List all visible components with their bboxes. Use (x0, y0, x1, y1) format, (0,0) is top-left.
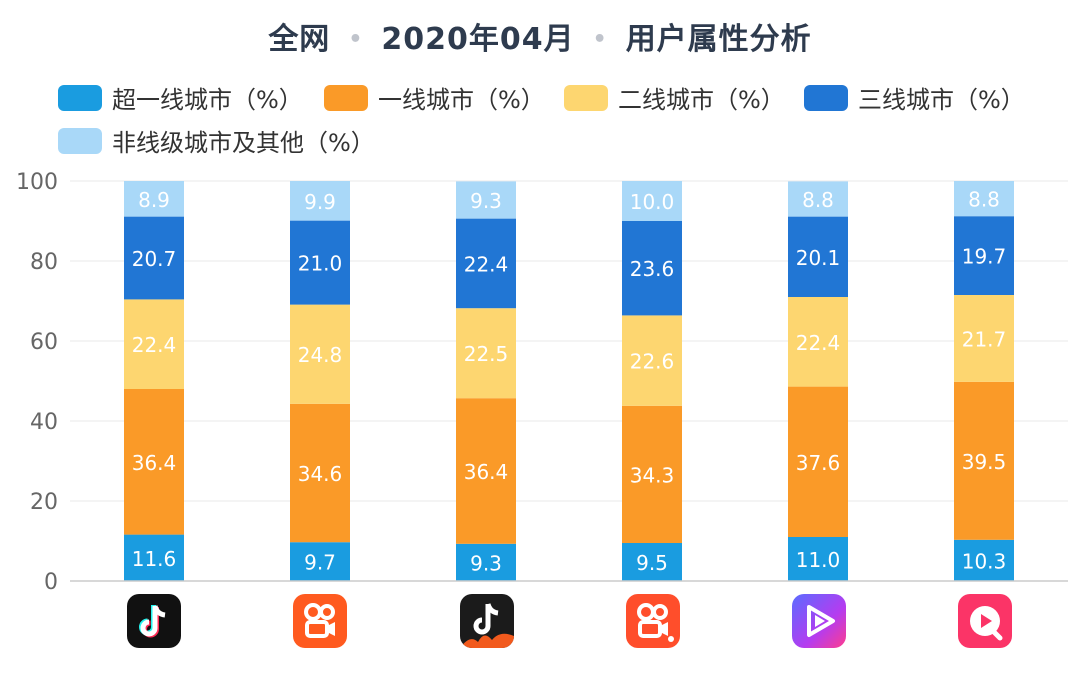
legend-label: 超一线城市（%） (112, 86, 303, 114)
data-label: 8.8 (968, 188, 1000, 212)
data-label: 39.5 (962, 450, 1007, 474)
legend-item-tier-1[interactable]: 一线城市（%） (324, 80, 545, 115)
legend-label: 一线城市（%） (378, 86, 545, 114)
bar-segment-series-tier-2 (456, 308, 516, 399)
y-axis-ticks: 0 20 40 60 80 100 (16, 170, 58, 595)
data-label: 10.0 (630, 190, 675, 214)
legend-item-tier-2[interactable]: 二线城市（%） (564, 80, 785, 115)
data-label: 8.8 (802, 188, 834, 212)
bar-segment-series-tier-2 (124, 299, 184, 389)
legend-item-tier-3[interactable]: 三线城市（%） (804, 80, 1025, 115)
data-label: 24.8 (298, 343, 343, 367)
kuaishou-jisu-icon (626, 594, 680, 648)
data-label: 9.7 (304, 551, 336, 575)
bar-segment-series-tier-1 (290, 403, 350, 543)
bar-segment-series-tier-2 (788, 297, 848, 387)
bar-segment-series-tier-1 (954, 381, 1014, 540)
data-label: 37.6 (796, 451, 841, 475)
data-label: 8.9 (138, 188, 170, 212)
legend-swatch (804, 84, 848, 111)
douyin-icon (127, 594, 181, 648)
data-label: 22.6 (630, 350, 675, 374)
bar-segment-series-other-tier (456, 181, 516, 219)
bar-segment-series-tier-3 (456, 218, 516, 309)
data-label: 11.6 (132, 547, 177, 571)
data-label: 22.4 (132, 333, 177, 357)
bar-segment-series-other-tier (622, 181, 682, 221)
bar-segment-series-tier-1 (788, 386, 848, 537)
legend-label: 三线城市（%） (858, 86, 1025, 114)
data-label: 36.4 (132, 451, 177, 475)
data-label: 9.3 (470, 189, 502, 213)
y-tick-label: 80 (30, 250, 58, 275)
y-tick-label: 100 (16, 170, 58, 195)
bar-segment-series-tier-3 (622, 221, 682, 316)
bar-segment-series-tier-3 (954, 216, 1014, 295)
data-label: 34.3 (630, 463, 675, 487)
data-label: 20.7 (132, 247, 177, 271)
bar-segment-series-tier-3 (124, 216, 184, 300)
legend-item-other-tier[interactable]: 非线级城市及其他（%） (58, 123, 375, 158)
y-tick-label: 20 (30, 490, 58, 515)
bar-segment-series-other-tier (788, 181, 848, 217)
legend-swatch (564, 84, 608, 111)
y-tick-label: 0 (44, 570, 58, 595)
video-app-icon (792, 594, 846, 648)
bar-segment-series-super-tier (124, 534, 184, 581)
video-app-red-icon (958, 594, 1012, 648)
y-tick-label: 40 (30, 410, 58, 435)
legend-item-super-tier[interactable]: 超一线城市（%） (58, 80, 303, 115)
data-labels: 11.6 36.4 22.4 20.7 8.9 9.7 34.6 24.8 21.0 9.9 9.3… (132, 188, 1007, 576)
title-part-2: 2020年04月 (381, 22, 575, 57)
bar-segment-series-other-tier (124, 181, 184, 217)
legend-label: 二线城市（%） (618, 86, 785, 114)
bar-segment-series-tier-3 (290, 220, 350, 305)
title-separator: • (592, 27, 608, 52)
bars (124, 181, 1014, 581)
data-label: 23.6 (630, 257, 675, 281)
bar-segment-series-super-tier (290, 542, 350, 581)
legend-swatch (324, 84, 368, 111)
data-label: 9.5 (636, 551, 668, 575)
data-label: 21.7 (962, 327, 1007, 351)
bar-segment-series-tier-2 (622, 315, 682, 406)
bar-segment-series-super-tier (954, 539, 1014, 581)
title-separator: • (348, 27, 364, 52)
bar-segment-series-tier-2 (290, 304, 350, 404)
data-label: 22.4 (464, 252, 509, 276)
bar-segment-series-super-tier (622, 543, 682, 581)
bar-segment-series-other-tier (290, 181, 350, 221)
data-label: 20.1 (796, 246, 841, 270)
legend-swatch (58, 84, 102, 111)
bar-segment-series-tier-2 (954, 295, 1014, 382)
bar-segment-series-tier-1 (456, 398, 516, 544)
y-tick-label: 60 (30, 330, 58, 355)
data-label: 21.0 (298, 252, 343, 276)
title-part-1: 全网 (268, 22, 331, 57)
data-label: 19.7 (962, 245, 1007, 269)
data-label: 9.9 (304, 190, 336, 214)
douyin-huoshan-icon (460, 594, 514, 648)
legend-swatch (58, 127, 102, 154)
data-label: 34.6 (298, 462, 343, 486)
data-label: 22.5 (464, 342, 509, 366)
bar-segment-series-other-tier (954, 181, 1014, 217)
legend-label: 非线级城市及其他（%） (112, 129, 375, 157)
title-part-3: 用户属性分析 (625, 22, 812, 57)
bar-segment-series-tier-1 (124, 389, 184, 535)
bar-segment-series-tier-1 (622, 405, 682, 543)
bar-segment-series-super-tier (456, 543, 516, 581)
grid-lines (70, 180, 1068, 502)
data-label: 11.0 (796, 548, 841, 572)
bar-segment-series-super-tier (788, 537, 848, 581)
chart-title: 全网 • 2020年04月 • 用户属性分析 (0, 14, 1080, 58)
data-label: 36.4 (464, 460, 509, 484)
data-label: 10.3 (962, 549, 1007, 573)
kuaishou-icon (293, 594, 347, 648)
data-label: 9.3 (470, 551, 502, 575)
bar-segment-series-tier-3 (788, 216, 848, 297)
data-label: 22.4 (796, 331, 841, 355)
